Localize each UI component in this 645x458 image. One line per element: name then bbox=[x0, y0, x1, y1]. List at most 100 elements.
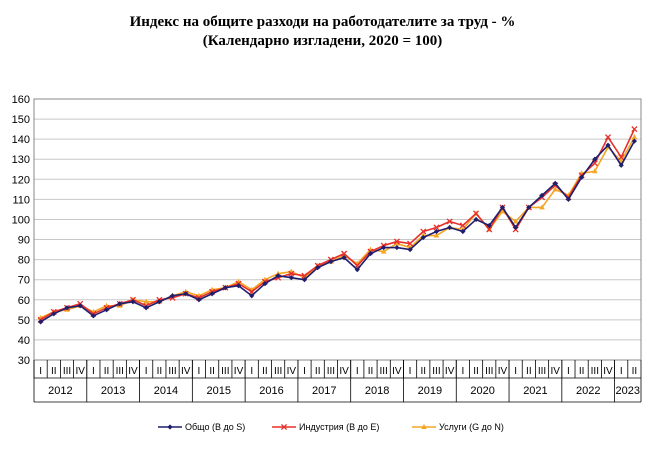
x-quarter-label: III bbox=[485, 366, 493, 377]
x-quarter-label: II bbox=[526, 366, 532, 377]
series-line-2 bbox=[40, 128, 636, 321]
legend-marker-3 bbox=[421, 424, 427, 429]
x-quarter-label: I bbox=[356, 366, 359, 377]
legend-marker-1 bbox=[167, 424, 173, 430]
x-year-label: 2021 bbox=[523, 385, 547, 397]
x-quarter-label: IV bbox=[234, 366, 244, 377]
data-point-s2 bbox=[459, 222, 466, 229]
x-quarter-label: II bbox=[51, 366, 57, 377]
x-quarter-label: IV bbox=[498, 366, 508, 377]
x-quarter-label: I bbox=[514, 366, 517, 377]
data-point-s1 bbox=[301, 277, 308, 283]
data-point-s2 bbox=[472, 210, 480, 217]
x-year-label: 2019 bbox=[418, 385, 442, 397]
x-quarter-label: IV bbox=[287, 366, 297, 377]
data-point-s1 bbox=[209, 291, 215, 297]
data-point-s2 bbox=[393, 238, 400, 245]
data-point-s1 bbox=[262, 281, 268, 287]
data-point-s2 bbox=[618, 154, 625, 161]
y-tick-label: 160 bbox=[12, 94, 30, 106]
y-tick-label: 50 bbox=[18, 315, 30, 327]
x-quarter-label: I bbox=[620, 366, 623, 377]
data-point-s1 bbox=[486, 222, 492, 229]
x-quarter-label: III bbox=[116, 366, 124, 377]
x-quarter-label: IV bbox=[603, 366, 613, 377]
x-quarter-label: II bbox=[262, 366, 268, 377]
data-point-s1 bbox=[579, 174, 585, 180]
data-point-s2 bbox=[446, 218, 453, 225]
x-quarter-label: III bbox=[221, 366, 229, 377]
x-quarter-label: III bbox=[380, 366, 388, 377]
series-line-1 bbox=[40, 140, 636, 323]
data-point-s1 bbox=[156, 299, 162, 305]
data-point-s2 bbox=[407, 240, 414, 247]
data-point-s1 bbox=[354, 267, 360, 273]
data-point-s2 bbox=[288, 270, 295, 277]
data-point-s1 bbox=[513, 224, 519, 231]
data-point-s2 bbox=[486, 226, 493, 233]
data-point-s3 bbox=[380, 248, 387, 254]
x-quarter-label: I bbox=[409, 366, 412, 377]
data-point-s1 bbox=[196, 297, 202, 303]
data-point-s3 bbox=[499, 208, 506, 214]
data-point-s1 bbox=[539, 192, 545, 198]
legend-label-1: Общо (B до S) bbox=[185, 422, 245, 432]
legend-label-3: Услуги (G до N) bbox=[439, 422, 504, 432]
data-point-s1 bbox=[447, 224, 453, 231]
x-quarter-label: IV bbox=[181, 366, 191, 377]
data-point-s1 bbox=[64, 305, 70, 311]
data-point-s1 bbox=[473, 216, 479, 223]
data-point-s1 bbox=[420, 234, 426, 241]
data-point-s1 bbox=[143, 305, 149, 311]
x-quarter-label: II bbox=[579, 366, 585, 377]
data-point-s1 bbox=[499, 204, 506, 211]
data-point-s1 bbox=[235, 283, 242, 289]
x-year-label: 2020 bbox=[470, 385, 494, 397]
x-quarter-label: II bbox=[368, 366, 374, 377]
data-point-s1 bbox=[275, 273, 281, 279]
x-quarter-label: IV bbox=[551, 366, 561, 377]
data-point-s1 bbox=[37, 319, 44, 325]
data-point-s3 bbox=[143, 298, 149, 304]
x-quarter-label: I bbox=[567, 366, 570, 377]
y-tick-label: 130 bbox=[12, 154, 30, 166]
data-point-s1 bbox=[552, 180, 558, 186]
data-point-s1 bbox=[249, 293, 255, 299]
x-year-label: 2013 bbox=[101, 385, 125, 397]
y-tick-label: 80 bbox=[18, 255, 30, 267]
data-point-s1 bbox=[288, 275, 294, 281]
data-point-s3 bbox=[394, 240, 400, 246]
y-tick-label: 140 bbox=[12, 134, 30, 146]
data-point-s1 bbox=[592, 156, 598, 162]
y-tick-label: 100 bbox=[12, 214, 30, 226]
data-point-s1 bbox=[51, 311, 57, 317]
data-point-s2 bbox=[420, 228, 427, 235]
data-point-s1 bbox=[460, 228, 466, 235]
plot-area bbox=[33, 98, 642, 361]
x-quarter-label: III bbox=[538, 366, 546, 377]
data-point-s1 bbox=[117, 301, 123, 307]
data-point-s2 bbox=[341, 250, 348, 257]
data-point-s1 bbox=[183, 291, 189, 297]
series-line-3 bbox=[40, 136, 636, 319]
data-point-s1 bbox=[526, 204, 532, 211]
legend-marker-2 bbox=[280, 423, 288, 431]
data-point-s2 bbox=[433, 224, 440, 231]
x-quarter-label: II bbox=[632, 366, 638, 377]
x-year-label: 2014 bbox=[154, 385, 178, 397]
data-point-s1 bbox=[315, 265, 321, 271]
y-tick-label: 150 bbox=[12, 114, 30, 126]
x-quarter-label: III bbox=[327, 366, 335, 377]
data-point-s3 bbox=[512, 218, 519, 224]
x-quarter-label: IV bbox=[445, 366, 455, 377]
data-point-s1 bbox=[103, 307, 110, 313]
x-year-label: 2016 bbox=[259, 385, 283, 397]
x-quarter-label: III bbox=[432, 366, 440, 377]
data-point-s1 bbox=[394, 244, 400, 251]
y-tick-label: 90 bbox=[18, 235, 30, 247]
x-year-label: 2023 bbox=[616, 385, 640, 397]
data-point-s1 bbox=[631, 138, 638, 144]
x-quarter-label: I bbox=[145, 366, 148, 377]
x-quarter-label: IV bbox=[128, 366, 138, 377]
